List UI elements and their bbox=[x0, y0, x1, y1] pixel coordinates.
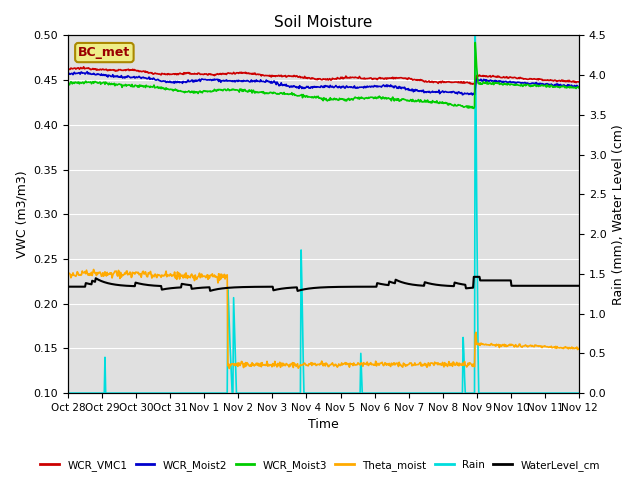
Legend: WCR_VMC1, WCR_Moist2, WCR_Moist3, Theta_moist, Rain, WaterLevel_cm: WCR_VMC1, WCR_Moist2, WCR_Moist3, Theta_… bbox=[36, 456, 604, 475]
Y-axis label: VWC (m3/m3): VWC (m3/m3) bbox=[15, 170, 28, 258]
Text: BC_met: BC_met bbox=[78, 46, 131, 59]
Y-axis label: Rain (mm), Water Level (cm): Rain (mm), Water Level (cm) bbox=[612, 124, 625, 305]
X-axis label: Time: Time bbox=[308, 419, 339, 432]
Title: Soil Moisture: Soil Moisture bbox=[275, 15, 372, 30]
